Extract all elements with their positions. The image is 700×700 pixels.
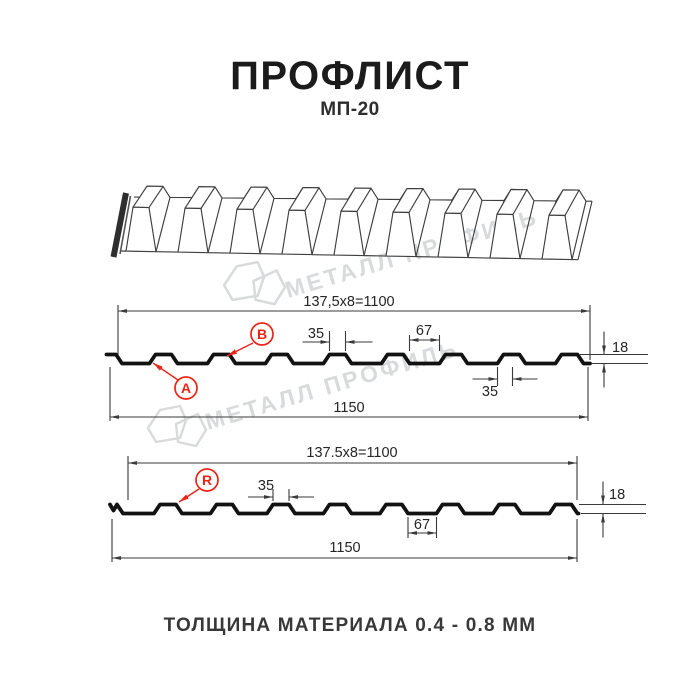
material-thickness-note: ТОЛЩИНА МАТЕРИАЛА 0.4 - 0.8 ММ bbox=[163, 615, 537, 636]
rib-front-face bbox=[489, 213, 521, 260]
valley-slant-edge bbox=[311, 198, 327, 255]
cross-section-bottom-geometry bbox=[108, 456, 646, 562]
rib-front-face bbox=[333, 210, 365, 257]
arrowhead bbox=[289, 495, 298, 499]
arrowhead bbox=[128, 461, 137, 465]
arrowhead bbox=[568, 461, 577, 465]
arrowhead bbox=[568, 556, 577, 560]
arrowhead bbox=[264, 495, 273, 499]
valley-slant-edge bbox=[467, 200, 483, 258]
rib-front-face bbox=[125, 206, 157, 253]
metal-profil-logo-watermark bbox=[222, 260, 287, 306]
arrowhead bbox=[430, 338, 440, 342]
perspective-sheet-drawing bbox=[110, 185, 593, 261]
valley-slant-edge bbox=[571, 201, 587, 260]
arrowhead bbox=[179, 494, 189, 502]
arrowhead bbox=[581, 309, 590, 313]
arrowhead bbox=[110, 415, 119, 419]
cross-section-top-geometry bbox=[104, 305, 648, 421]
marker-b-circle bbox=[250, 322, 274, 346]
arrowhead bbox=[118, 309, 127, 313]
arrowhead bbox=[601, 513, 605, 523]
arrowhead bbox=[320, 340, 330, 344]
valley-slant-edge bbox=[363, 199, 379, 256]
arrowhead bbox=[427, 531, 437, 535]
rib-front-face bbox=[385, 211, 417, 258]
marker-a-label: A bbox=[181, 380, 191, 396]
profile-outline-bottom bbox=[108, 502, 581, 516]
marker-r-label: R bbox=[202, 472, 212, 488]
profile-outline-top bbox=[104, 352, 592, 366]
rib-top-face bbox=[340, 187, 372, 213]
dim-label-crest-35-bottom: 35 bbox=[258, 478, 274, 494]
rib-front-face bbox=[177, 207, 209, 254]
valley-slant-edge bbox=[259, 198, 275, 254]
sheet-edge-cap-line bbox=[119, 195, 132, 255]
arrowhead bbox=[579, 415, 588, 419]
arrowhead bbox=[153, 363, 163, 371]
dim-label-overall-1150-bottom: 1150 bbox=[329, 540, 360, 556]
rib-front-face bbox=[541, 214, 573, 261]
arrowhead bbox=[602, 345, 606, 355]
dim-label-height-18-bottom: 18 bbox=[609, 487, 625, 503]
rib-top-face bbox=[392, 188, 424, 214]
dim-label-height-18-top: 18 bbox=[612, 340, 628, 356]
arrowhead bbox=[512, 377, 522, 381]
valley-slant-edge bbox=[155, 197, 171, 252]
sheet-edge-cap bbox=[110, 192, 129, 258]
arrowhead bbox=[112, 556, 121, 560]
arrowhead bbox=[488, 377, 498, 381]
arrowhead bbox=[409, 338, 419, 342]
rib-top-face bbox=[444, 188, 476, 215]
arrowhead bbox=[227, 349, 237, 356]
watermark-lower: МЕТАЛЛ ПРОФИЛЬ bbox=[146, 335, 462, 448]
rib-top-face bbox=[548, 189, 580, 217]
dim-label-module-width-bottom: 137.5x8=1100 bbox=[306, 445, 397, 461]
rib-front-face bbox=[281, 209, 313, 256]
rib-front-face bbox=[229, 208, 261, 255]
dim-label-crest-35-top: 35 bbox=[308, 326, 324, 342]
page-title: ПРОФЛИСТ bbox=[230, 54, 470, 98]
metal-profil-logo-watermark bbox=[146, 404, 208, 448]
arrowhead bbox=[408, 531, 417, 535]
marker-a-circle bbox=[174, 376, 198, 400]
cross-section-top: 137,5x8=1100 35 67 18 35 1150 A B bbox=[104, 294, 648, 421]
arrowhead bbox=[345, 340, 355, 344]
marker-r-circle bbox=[195, 468, 219, 492]
dim-label-valley-67-bottom: 67 bbox=[414, 517, 430, 533]
dim-label-base-35-top: 35 bbox=[482, 384, 498, 400]
marker-b-label: B bbox=[257, 326, 267, 342]
product-code: МП-20 bbox=[320, 99, 380, 120]
dim-label-valley-67-top: 67 bbox=[416, 323, 432, 339]
arrowhead bbox=[601, 495, 605, 505]
valley-slant-edge bbox=[519, 200, 535, 259]
arrowhead bbox=[602, 363, 606, 373]
valley-slant-edge bbox=[207, 197, 223, 253]
valley-slant-edge bbox=[415, 199, 431, 257]
cross-section-bottom: 137.5x8=1100 35 67 18 1150 R bbox=[108, 445, 646, 562]
rib-front-face bbox=[437, 212, 469, 259]
watermark-text: МЕТАЛЛ ПРОФИЛЬ bbox=[202, 335, 462, 435]
sheet-right-edge bbox=[577, 201, 593, 260]
dim-label-overall-1150-top: 1150 bbox=[333, 400, 364, 416]
dim-label-module-width-top: 137,5x8=1100 bbox=[303, 294, 394, 310]
